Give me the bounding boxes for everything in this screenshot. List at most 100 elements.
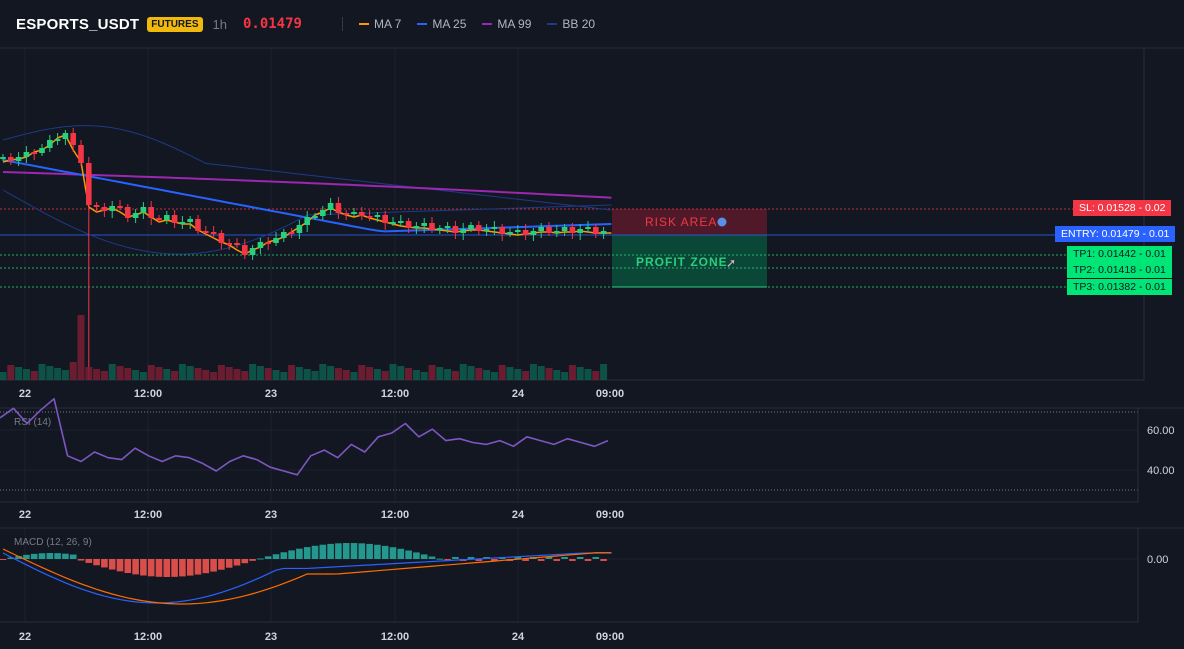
macd-hist-bar bbox=[233, 559, 241, 566]
time-axis-label: 12:00 bbox=[134, 509, 162, 521]
volume-bar bbox=[576, 367, 584, 380]
macd-hist-bar bbox=[93, 559, 100, 566]
volume-bar bbox=[475, 368, 483, 380]
macd-hist-bar bbox=[491, 559, 498, 561]
tp2-label: TP2: 0.01418 bbox=[1073, 264, 1137, 276]
grid-lines bbox=[0, 48, 1138, 622]
macd-hist-bar bbox=[225, 559, 233, 568]
time-axis-label: 23 bbox=[265, 509, 277, 521]
macd-hist-bar bbox=[592, 557, 600, 559]
time-axis-label: 24 bbox=[512, 509, 525, 521]
volume-bar bbox=[506, 367, 514, 380]
tp1-tag[interactable]: TP1: 0.01442 - 0.01 bbox=[1067, 246, 1172, 262]
volume-bars bbox=[0, 315, 608, 380]
entry-label: ENTRY: 0.01479 bbox=[1061, 228, 1140, 240]
time-axis-label: 12:00 bbox=[381, 509, 409, 521]
risk-area-zone bbox=[612, 209, 767, 235]
legend-bb20-label: BB 20 bbox=[562, 17, 596, 31]
candle-body bbox=[390, 222, 396, 224]
macd-hist-bar bbox=[405, 550, 412, 559]
macd-hist-bar bbox=[140, 559, 147, 576]
candle-body bbox=[491, 227, 498, 229]
candle-body bbox=[452, 226, 459, 233]
volume-bar bbox=[132, 370, 140, 380]
rsi-tick-60: 60.00 bbox=[1147, 425, 1175, 437]
legend-ma99[interactable]: MA 99 bbox=[482, 17, 531, 31]
legend-bb20[interactable]: BB 20 bbox=[547, 17, 595, 31]
entry-tag[interactable]: ENTRY: 0.01479 - 0.01 bbox=[1055, 226, 1176, 242]
macd-hist-bar bbox=[327, 543, 334, 559]
macd-hist-bar bbox=[179, 559, 186, 577]
candle-body bbox=[522, 230, 529, 235]
candle-body bbox=[54, 139, 61, 141]
legend-ma7[interactable]: MA 7 bbox=[358, 17, 401, 31]
volume-bar bbox=[428, 365, 436, 380]
macd-hist-bar bbox=[54, 553, 61, 559]
timeframe-label[interactable]: 1h bbox=[212, 16, 227, 32]
macd-hist-bar bbox=[444, 559, 451, 561]
candle-body bbox=[460, 229, 466, 233]
symbol-name[interactable]: ESPORTS_USDT bbox=[16, 15, 140, 33]
chart-header: ESPORTS_USDT FUTURES 1h 0.01479 MA 7 MA … bbox=[0, 0, 1184, 48]
candle-body bbox=[499, 227, 505, 234]
candle-body bbox=[101, 207, 108, 211]
volume-bar bbox=[327, 366, 335, 380]
candle-body bbox=[530, 231, 537, 235]
bb-upper-line bbox=[2, 125, 612, 211]
tp2-tag[interactable]: TP2: 0.01418 - 0.01 bbox=[1067, 262, 1172, 278]
pane-separators bbox=[0, 47, 1184, 623]
macd-tick-0: 0.00 bbox=[1147, 554, 1168, 566]
candle-body bbox=[203, 231, 209, 233]
macd-hist-bar bbox=[23, 554, 30, 559]
candle-body bbox=[585, 227, 591, 229]
candle-body bbox=[257, 242, 264, 248]
volume-bar bbox=[256, 366, 264, 380]
candle-body bbox=[320, 210, 326, 216]
macd-hist-bar bbox=[358, 543, 366, 559]
candle-body bbox=[39, 148, 45, 153]
candle-body bbox=[226, 243, 232, 245]
rsi-pane: RSI (14) 60.00 40.00 bbox=[0, 397, 1175, 477]
candle-body bbox=[413, 226, 420, 228]
volume-bar bbox=[537, 366, 545, 380]
candle-body bbox=[538, 227, 544, 231]
macd-hist-bar bbox=[600, 559, 607, 561]
candle-body bbox=[561, 227, 568, 231]
candle-body bbox=[577, 229, 583, 233]
macd-hist-bar bbox=[62, 553, 69, 559]
volume-bar bbox=[303, 369, 311, 380]
volume-bar bbox=[7, 365, 15, 380]
candle-body bbox=[374, 215, 381, 217]
candle-body bbox=[593, 227, 599, 234]
candle-body bbox=[382, 215, 388, 223]
volume-bar bbox=[381, 371, 389, 380]
macd-signal-line bbox=[2, 548, 612, 605]
tp3-label: TP3: 0.01382 bbox=[1073, 281, 1137, 293]
candle-body bbox=[437, 228, 443, 230]
volume-bar bbox=[178, 364, 186, 380]
volume-bar bbox=[171, 371, 179, 380]
legend-ma25[interactable]: MA 25 bbox=[417, 17, 466, 31]
candle-body bbox=[218, 233, 225, 243]
candle-body bbox=[600, 231, 607, 234]
macd-pane: MACD (12, 26, 9) 0.00 bbox=[0, 537, 1168, 605]
ma99-line bbox=[2, 171, 612, 199]
candle-body bbox=[164, 215, 170, 220]
candle-body bbox=[569, 227, 576, 233]
volume-bar bbox=[342, 370, 350, 380]
volume-bar bbox=[147, 365, 155, 380]
tp3-tag[interactable]: TP3: 0.01382 - 0.01 bbox=[1067, 279, 1172, 295]
volume-bar bbox=[225, 367, 233, 380]
sl-tag[interactable]: SL: 0.01528 - 0.02 bbox=[1073, 200, 1172, 216]
candle-body bbox=[179, 222, 186, 224]
rsi-title: RSI (14) bbox=[14, 417, 51, 428]
volume-bar bbox=[85, 367, 93, 380]
shield-icon bbox=[717, 217, 727, 227]
ma7-swatch-icon bbox=[358, 23, 369, 25]
macd-hist-bar bbox=[584, 559, 592, 561]
macd-hist-bar bbox=[452, 557, 459, 559]
volume-bar bbox=[483, 370, 491, 380]
time-axis-label: 09:00 bbox=[596, 631, 624, 643]
volume-bar bbox=[155, 367, 163, 380]
